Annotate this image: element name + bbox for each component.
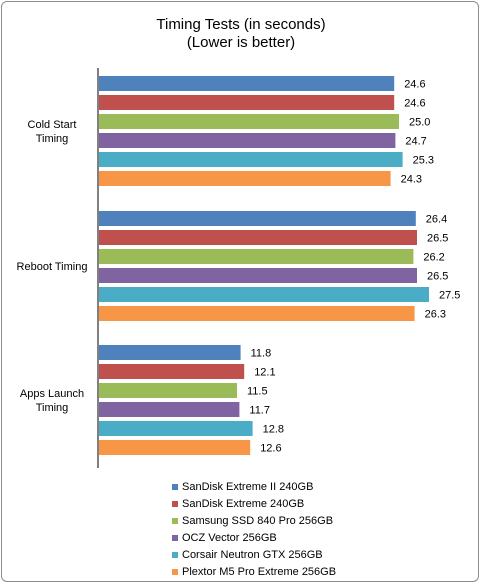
data-label: 27.5 [439,290,460,302]
data-label: 24.3 [401,174,422,186]
bar [99,364,245,379]
data-label: 12.8 [263,424,284,436]
legend-item: Corsair Neutron GTX 256GB [172,546,336,563]
data-label: 25.3 [413,155,434,167]
legend-item: OCZ Vector 256GB [172,529,336,546]
legend-label: SanDisk Extreme II 240GB [182,480,314,493]
data-label: 11.7 [249,405,270,417]
legend-item: SanDisk Extreme II 240GB [172,478,336,495]
bar [99,345,241,360]
chart-title: Timing Tests (in seconds) [156,16,326,33]
legend-swatch [172,551,178,558]
bar [99,152,403,167]
bar [99,440,251,455]
legend-swatch [172,534,178,541]
legend-label: Plextor M5 Pro Extreme 256GB [182,565,337,578]
legend-label: SanDisk Extreme 240GB [182,497,305,510]
data-label: 26.5 [427,271,448,283]
data-label: 11.8 [251,348,272,360]
data-label: 24.6 [404,98,425,110]
bar [99,383,237,398]
legend-swatch [172,568,178,575]
bar [99,95,395,110]
legend-label: OCZ Vector 256GB [182,531,277,544]
bar [99,268,417,283]
data-label: 11.5 [247,386,268,398]
bar-chart: Cold Start Timing 24.6 24.6 25.0 24.7 25.3 24.3… [17,68,460,468]
bar [99,402,240,417]
data-label: 26.4 [426,214,447,226]
bar [99,171,391,186]
data-label: 25.0 [409,117,430,129]
chart-subtitle: (Lower is better) [186,34,296,51]
bar [99,306,415,321]
data-label: 12.1 [254,367,275,379]
bar [99,287,429,302]
legend-swatch [172,517,178,524]
category-label: Reboot Timing [17,261,88,273]
data-label: 26.3 [425,309,446,321]
data-label: 12.6 [260,443,281,455]
data-label: 24.6 [404,79,425,91]
bar [99,230,417,245]
legend-label: Corsair Neutron GTX 256GB [182,548,323,561]
category-label: Cold Start Timing [28,119,77,145]
legend-swatch [172,500,178,507]
legend-swatch [172,483,178,490]
bar [99,133,396,148]
bar [99,76,395,91]
data-label: 26.2 [423,252,444,264]
bar [99,114,399,129]
data-label: 26.5 [427,233,448,245]
bar [99,249,414,264]
bar [99,421,253,436]
chart-legend: SanDisk Extreme II 240GB SanDisk Extreme … [172,478,336,580]
legend-item: Plextor M5 Pro Extreme 256GB [172,563,336,580]
legend-item: Samsung SSD 840 Pro 256GB [172,512,336,529]
category-label: Apps Launch Timing [20,388,84,414]
data-label: 24.7 [405,136,426,148]
bar [99,211,416,226]
legend-item: SanDisk Extreme 240GB [172,495,336,512]
legend-label: Samsung SSD 840 Pro 256GB [182,514,334,527]
